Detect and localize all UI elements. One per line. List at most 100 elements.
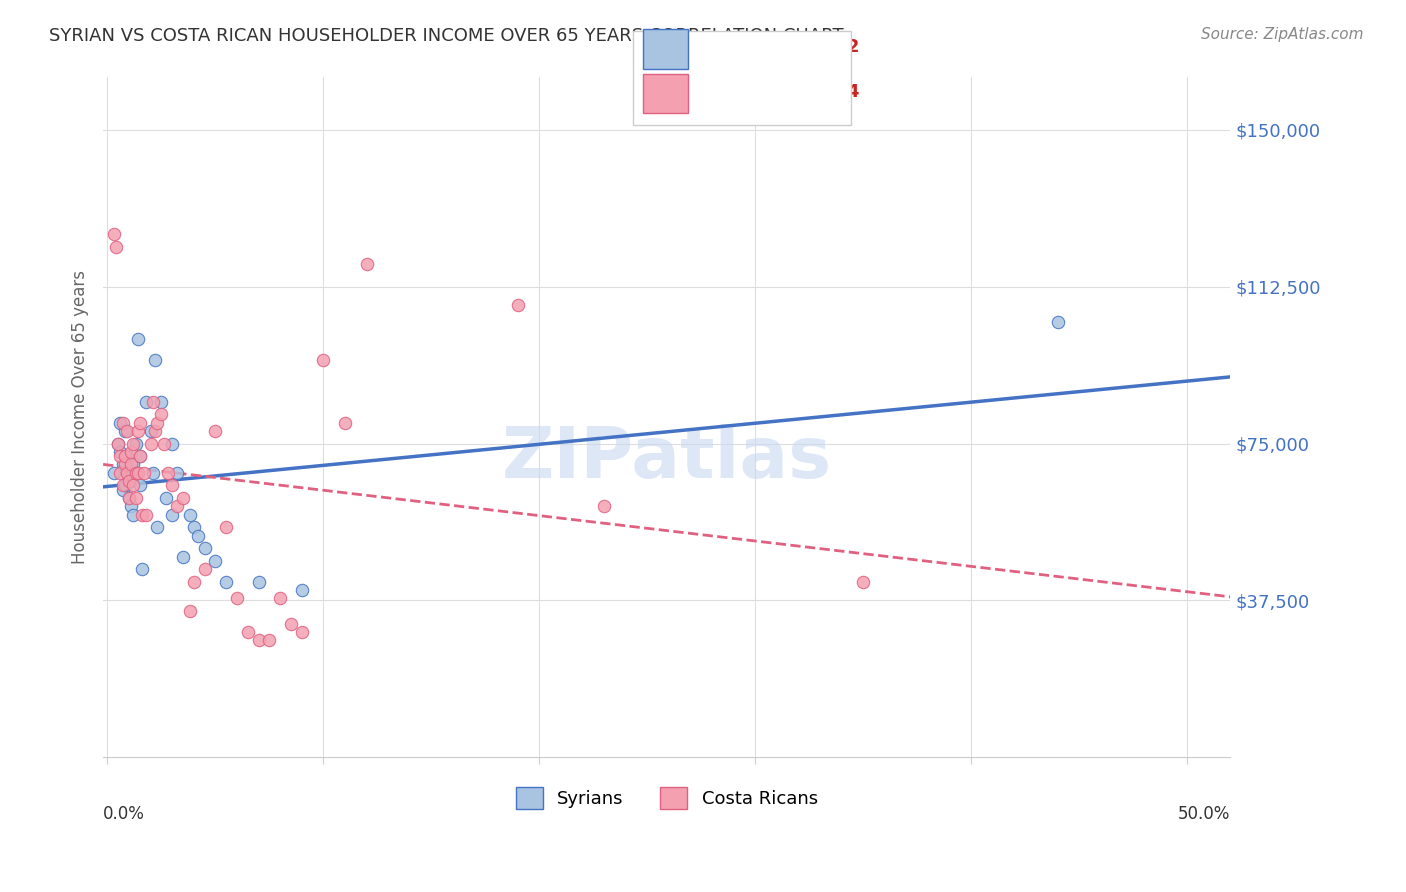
Point [114, 424, 136, 438]
Point [194, 541, 217, 556]
Point [128, 449, 150, 463]
Text: R = 0.241: R = 0.241 [703, 83, 793, 101]
Point [139, 424, 162, 438]
Point [120, 500, 142, 514]
Point [312, 352, 335, 367]
Point [120, 458, 142, 472]
Point [135, 508, 157, 522]
Y-axis label: Householder Income Over 65 years: Householder Income Over 65 years [72, 270, 89, 565]
Point [160, 436, 183, 450]
Point [127, 466, 149, 480]
Point [146, 416, 169, 430]
Point [236, 624, 259, 639]
Point [114, 449, 136, 463]
Point [356, 257, 378, 271]
Point [150, 407, 173, 421]
Point [107, 436, 129, 450]
Legend: Syrians, Costa Ricans: Syrians, Costa Ricans [509, 780, 825, 816]
Point [127, 424, 149, 438]
Point [291, 624, 314, 639]
Point [852, 574, 875, 589]
Point [146, 520, 169, 534]
Point [114, 478, 136, 492]
Point [127, 332, 149, 346]
Point [215, 574, 238, 589]
Point [593, 500, 616, 514]
Point [155, 491, 177, 505]
Text: R = 0.180: R = 0.180 [703, 38, 793, 56]
Point [172, 491, 194, 505]
Point [166, 500, 188, 514]
Point [143, 424, 166, 438]
Point [107, 436, 129, 450]
Point [118, 491, 141, 505]
Point [118, 470, 141, 484]
Text: 0.0%: 0.0% [103, 805, 145, 823]
Point [506, 298, 529, 312]
Point [152, 436, 174, 450]
Point [120, 445, 142, 459]
Point [204, 554, 226, 568]
Point [120, 474, 142, 488]
Point [134, 466, 156, 480]
Point [150, 394, 173, 409]
Point [259, 633, 281, 648]
Point [183, 520, 205, 534]
Point [131, 508, 153, 522]
Point [122, 508, 145, 522]
Point [124, 466, 146, 480]
Point [139, 436, 162, 450]
Point [115, 466, 138, 480]
Text: Source: ZipAtlas.com: Source: ZipAtlas.com [1201, 27, 1364, 42]
Point [110, 445, 132, 459]
Point [124, 466, 146, 480]
Point [110, 449, 132, 463]
Point [333, 416, 356, 430]
Point [160, 478, 183, 492]
Point [103, 466, 125, 480]
Point [128, 478, 150, 492]
Point [111, 416, 134, 430]
Point [124, 491, 146, 505]
Point [172, 549, 194, 564]
Text: ZIPatlas: ZIPatlas [502, 424, 832, 492]
Point [143, 352, 166, 367]
Point [166, 466, 188, 480]
Point [122, 458, 145, 472]
Point [115, 466, 138, 480]
Text: SYRIAN VS COSTA RICAN HOUSEHOLDER INCOME OVER 65 YEARS CORRELATION CHART: SYRIAN VS COSTA RICAN HOUSEHOLDER INCOME… [49, 27, 844, 45]
Point [204, 424, 226, 438]
Point [111, 483, 134, 497]
Point [280, 616, 302, 631]
Point [131, 562, 153, 576]
Point [215, 520, 238, 534]
Point [103, 227, 125, 242]
Point [111, 458, 134, 472]
Point [179, 604, 201, 618]
Point [114, 458, 136, 472]
Text: N = 42: N = 42 [792, 38, 859, 56]
Point [118, 491, 141, 505]
Point [105, 240, 128, 254]
Point [110, 466, 132, 480]
Point [135, 394, 157, 409]
Point [226, 591, 249, 606]
Text: N = 54: N = 54 [792, 83, 859, 101]
Point [128, 449, 150, 463]
Text: 50.0%: 50.0% [1178, 805, 1230, 823]
Point [1046, 315, 1069, 329]
Point [194, 562, 217, 576]
Point [110, 416, 132, 430]
Point [179, 508, 201, 522]
Point [247, 633, 270, 648]
Point [122, 478, 145, 492]
Point [160, 508, 183, 522]
Point [111, 478, 134, 492]
Point [187, 528, 209, 542]
Point [142, 394, 165, 409]
Point [291, 582, 314, 597]
Point [115, 424, 138, 438]
Point [142, 466, 165, 480]
Point [247, 574, 270, 589]
Point [156, 466, 179, 480]
